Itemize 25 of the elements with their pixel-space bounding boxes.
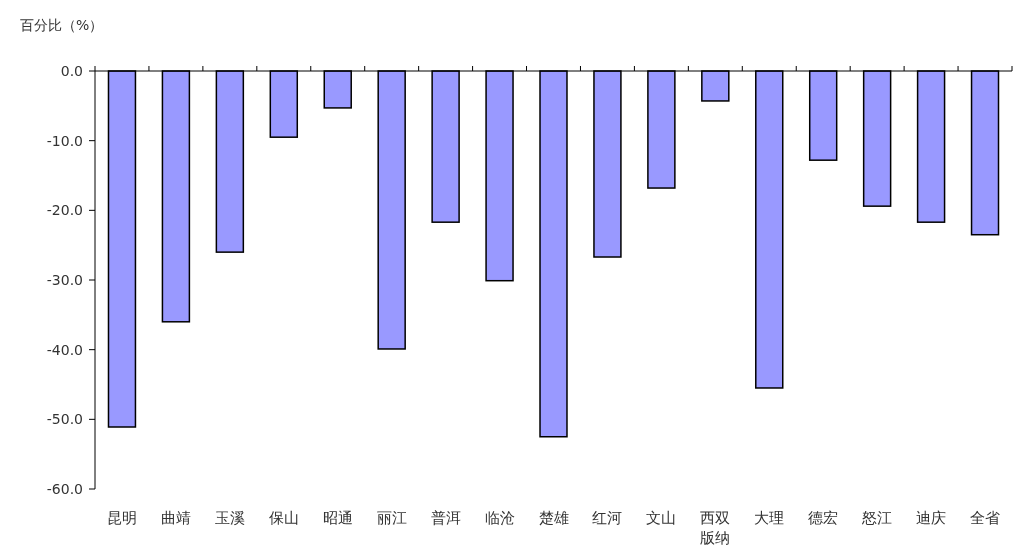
x-tick-label: 楚雄: [538, 509, 569, 527]
x-tick-label: 红河: [592, 509, 623, 527]
y-tick-label: -40.0: [46, 341, 83, 358]
y-tick-label: -50.0: [46, 411, 83, 428]
x-tick-label: 迪庆: [916, 509, 947, 527]
x-tick-label: 昆明: [106, 509, 137, 527]
x-tick-label: 普洱: [430, 509, 461, 527]
x-tick-label: 保山: [268, 509, 299, 527]
x-tick-label: 大理: [754, 509, 785, 527]
y-tick-label: -10.0: [46, 132, 83, 149]
x-tick-label: 德宏: [808, 509, 839, 527]
y-tick-label: -30.0: [46, 272, 83, 288]
x-tick-label: 丽江: [376, 509, 407, 527]
y-tick-label: -20.0: [46, 202, 83, 219]
y-tick-label: 0.0: [60, 63, 83, 79]
x-tick-label: 临沧: [484, 509, 515, 527]
x-tick-label: 全省: [970, 509, 1001, 527]
x-tick-label: 玉溪: [214, 509, 245, 527]
x-tick-label: 曲靖: [160, 509, 191, 527]
y-axis-title: 百分比（%）: [20, 17, 104, 33]
y-tick-label: -60.0: [46, 481, 83, 497]
x-tick-label: 怒江: [861, 509, 893, 527]
x-tick-label: 文山: [646, 509, 677, 527]
x-tick-label: 西双版纳: [700, 509, 731, 547]
x-tick-label: 昭通: [322, 509, 353, 527]
